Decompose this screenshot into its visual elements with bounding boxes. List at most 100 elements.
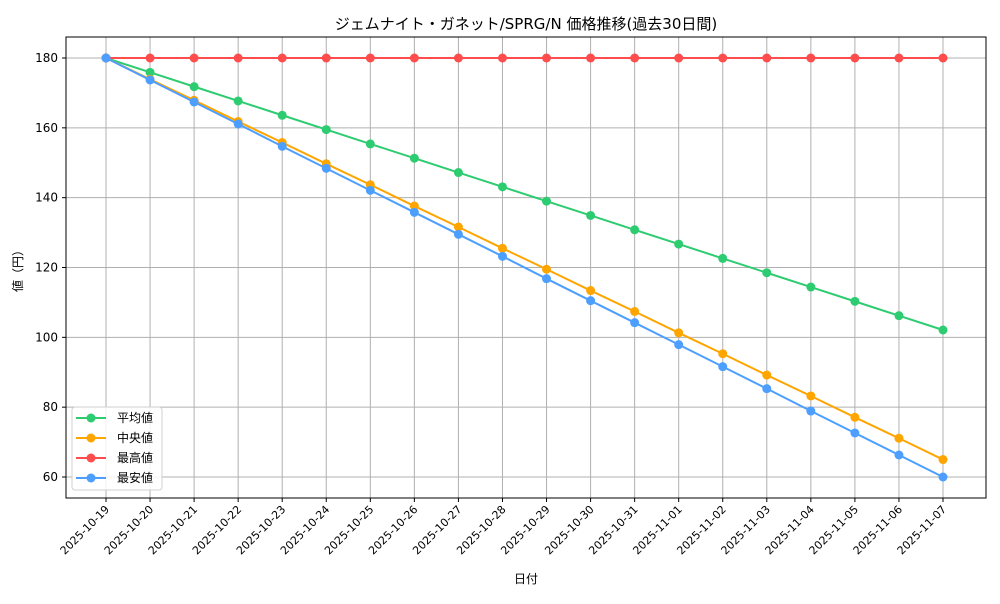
data-point: [542, 264, 552, 274]
y-tick-label: 120: [35, 261, 58, 275]
data-point: [497, 251, 507, 261]
data-point: [409, 53, 419, 63]
data-point: [630, 53, 640, 63]
data-point: [586, 210, 596, 220]
legend-label: 最高値: [117, 450, 153, 465]
series-line: [105, 57, 944, 478]
data-point: [938, 472, 948, 482]
data-point: [850, 412, 860, 422]
data-point: [718, 53, 728, 63]
data-point: [762, 53, 772, 63]
y-tick-label: 80: [43, 400, 58, 414]
data-point: [101, 53, 111, 63]
data-point: [850, 53, 860, 63]
data-point: [233, 96, 243, 106]
data-point: [453, 53, 463, 63]
data-point: [542, 196, 552, 206]
y-tick-label: 160: [35, 121, 58, 135]
x-axis: 2025-10-192025-10-202025-10-212025-10-22…: [58, 498, 949, 557]
data-point: [894, 450, 904, 460]
y-axis: 60 80 100 120 140 160 180: [35, 51, 66, 484]
data-point: [630, 306, 640, 316]
y-tick-label: 180: [35, 51, 58, 65]
data-point: [806, 391, 816, 401]
data-point: [630, 318, 640, 328]
data-point: [806, 282, 816, 292]
data-point: [674, 340, 684, 350]
data-point: [762, 384, 772, 394]
data-point: [630, 225, 640, 235]
data-point: [586, 296, 596, 306]
data-point: [189, 53, 199, 63]
data-point: [145, 67, 155, 77]
data-point: [542, 274, 552, 284]
data-point: [850, 296, 860, 306]
data-point: [586, 53, 596, 63]
legend-marker-icon: [86, 433, 96, 443]
series-2: [101, 53, 948, 63]
data-point: [277, 141, 287, 151]
data-point: [145, 53, 155, 63]
data-point: [938, 53, 948, 63]
data-point: [674, 239, 684, 249]
legend-item: 最高値: [76, 450, 153, 465]
data-point: [277, 110, 287, 120]
data-point: [542, 53, 552, 63]
data-point: [365, 139, 375, 149]
data-point: [233, 119, 243, 129]
legend-marker-icon: [86, 473, 96, 483]
data-point: [806, 53, 816, 63]
data-point: [894, 53, 904, 63]
data-point: [453, 168, 463, 178]
data-point: [409, 153, 419, 163]
data-point: [409, 207, 419, 217]
legend-item: 中央値: [76, 430, 153, 445]
data-point: [277, 53, 287, 63]
legend-label: 平均値: [117, 410, 153, 425]
data-point: [497, 243, 507, 253]
series-line: [105, 57, 944, 331]
data-point: [365, 53, 375, 63]
data-point: [586, 286, 596, 296]
data-point: [938, 325, 948, 335]
data-point: [762, 268, 772, 278]
series-1: [101, 53, 948, 465]
legend-label: 最安値: [117, 470, 153, 485]
data-point: [718, 349, 728, 359]
legend-item: 平均値: [76, 410, 153, 425]
series-line: [105, 57, 944, 461]
data-point: [497, 182, 507, 192]
data-point: [497, 53, 507, 63]
y-axis-label: 値（円）: [10, 244, 25, 292]
data-point: [321, 53, 331, 63]
chart-title: ジェムナイト・ガネット/SPRG/N 価格推移(過去30日間): [335, 15, 718, 33]
legend-label: 中央値: [117, 430, 153, 445]
data-point: [453, 229, 463, 239]
data-point: [850, 428, 860, 438]
data-point: [806, 406, 816, 416]
data-point: [894, 433, 904, 443]
data-point: [321, 163, 331, 173]
y-tick-label: 140: [35, 191, 58, 205]
data-point: [762, 370, 772, 380]
data-point: [453, 222, 463, 232]
series-0: [101, 53, 948, 335]
data-point: [409, 201, 419, 211]
data-point: [145, 75, 155, 85]
data-point: [674, 328, 684, 338]
series-3: [101, 53, 948, 482]
legend-box: [71, 406, 163, 491]
data-point: [365, 185, 375, 195]
y-tick-label: 60: [43, 470, 58, 484]
data-point: [894, 311, 904, 321]
data-point: [189, 82, 199, 92]
legend-item: 最安値: [76, 470, 153, 485]
legend-marker-icon: [86, 453, 96, 463]
data-point: [718, 362, 728, 372]
legend-marker-icon: [86, 413, 96, 423]
data-point: [718, 253, 728, 263]
series-layer: [101, 53, 948, 482]
